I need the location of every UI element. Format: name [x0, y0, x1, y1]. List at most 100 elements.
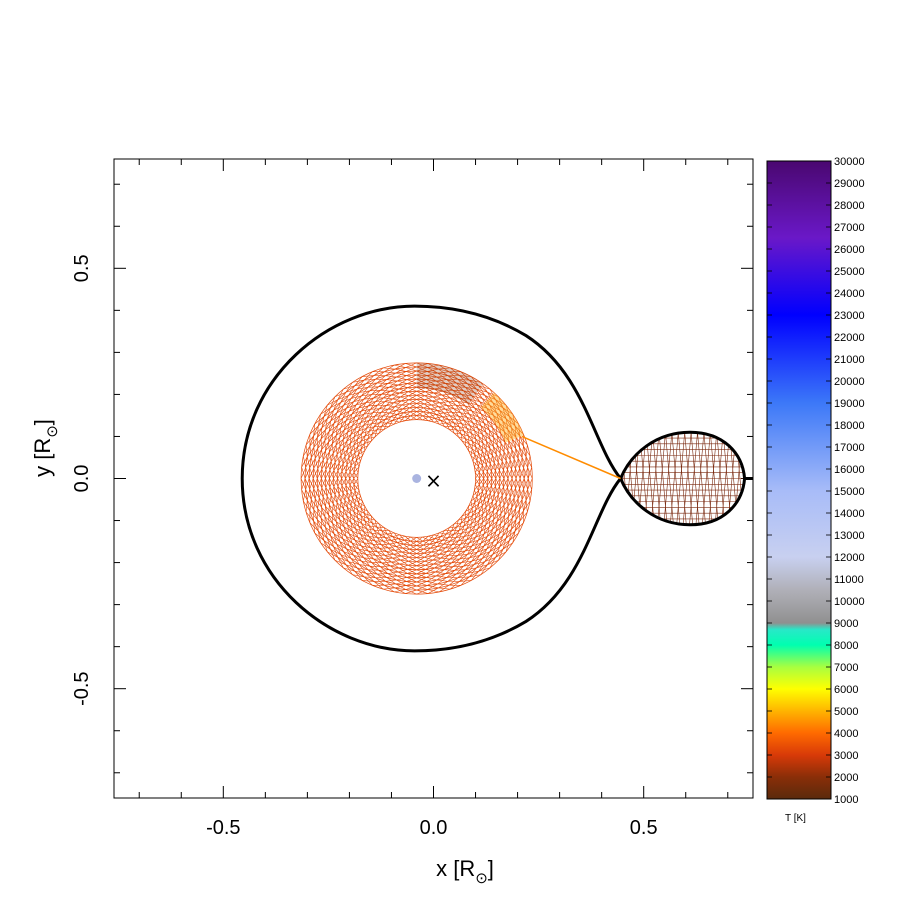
primary-star	[412, 474, 422, 483]
colorbar-label: 24000	[834, 288, 865, 300]
donor-mesh-line	[650, 432, 660, 525]
disk-mesh-line	[404, 537, 418, 595]
y-axis-label: y [R⊙]	[30, 419, 61, 477]
disk-mesh-line	[468, 423, 521, 455]
donor-mesh-line	[658, 432, 668, 525]
donor-mesh-line	[671, 432, 681, 525]
disk-mesh-line	[458, 396, 504, 439]
disk-mesh-line	[449, 382, 489, 431]
colorbar-label: 26000	[834, 244, 865, 256]
disk-mesh-line	[305, 434, 361, 462]
disk-mesh-line	[405, 363, 418, 421]
disk-mesh-line	[428, 534, 451, 590]
x-axis-label: x [R⊙]	[436, 856, 494, 887]
colorbar-label: 8000	[834, 640, 858, 652]
donor-mesh-line	[708, 432, 718, 525]
disk-mesh-line	[415, 536, 429, 594]
donor-mesh-line	[703, 432, 713, 525]
disk-mesh-line	[323, 513, 372, 552]
disk-mesh-line	[474, 484, 533, 502]
donor-mesh-line	[657, 432, 666, 525]
colorbar-label: 15000	[834, 486, 865, 498]
disk-mesh-line	[460, 515, 507, 559]
donor-mesh-line	[663, 432, 673, 525]
donor-mesh-line	[682, 432, 692, 525]
disk-mesh-line	[456, 520, 499, 566]
donor-mesh-line	[690, 432, 700, 525]
disk-mesh-line	[320, 407, 369, 446]
disk-mesh-line	[362, 375, 394, 427]
disk-mesh-line	[327, 398, 373, 442]
disk-mesh-line	[444, 376, 480, 427]
disk-mesh-line	[451, 523, 491, 572]
disk-mesh-line	[303, 484, 360, 502]
disk-mesh-line	[394, 536, 412, 594]
disk-mesh-line	[468, 506, 519, 542]
disk-mesh-line	[422, 535, 440, 593]
colorbar-label: 25000	[834, 266, 865, 278]
y-tick-label: -0.5	[71, 671, 93, 705]
roche-lobe-primary	[240, 304, 623, 653]
x-tick-label: 0.0	[420, 817, 448, 839]
disk-mesh-line	[300, 466, 359, 480]
colorbar-label: 11000	[834, 574, 864, 586]
colorbar-label: 17000	[834, 442, 865, 454]
center-of-mass-marker: ×	[425, 469, 442, 493]
colorbar-label: 19000	[834, 398, 865, 410]
disk-mesh-line	[309, 425, 363, 457]
disk-mesh-line	[317, 507, 368, 543]
disk-mesh-line	[440, 530, 472, 582]
colorbar	[766, 160, 832, 800]
disk-mesh-line	[334, 391, 378, 437]
donor-mesh-line	[652, 432, 661, 525]
disk-mesh-line	[453, 388, 497, 435]
disk-mesh-line	[465, 414, 516, 450]
x-tick-label: -0.5	[206, 817, 240, 839]
donor-mesh-line	[676, 432, 685, 525]
disk-mesh-line	[415, 362, 429, 420]
disk-mesh-line	[472, 444, 528, 467]
disk-mesh-line	[470, 434, 524, 461]
colorbar-label: 5000	[834, 706, 858, 718]
disk-mesh-line	[363, 532, 395, 586]
colorbar-label: 27000	[834, 222, 865, 234]
disk-mesh-line	[470, 500, 524, 532]
disk-mesh-line	[428, 364, 450, 422]
disk-hotspot	[480, 392, 524, 443]
disk-mesh-line	[439, 371, 471, 425]
colorbar-label: 20000	[834, 376, 865, 388]
disk-mesh-line	[329, 518, 376, 561]
disk-mesh-line	[372, 371, 399, 425]
disk-mesh-line	[305, 490, 361, 513]
disk-dark-sector	[416, 362, 483, 405]
colorbar-label: 4000	[834, 728, 858, 740]
disk-mesh-line	[353, 530, 389, 581]
colorbar-title: T [K]	[785, 813, 806, 824]
disk-mesh-line	[445, 527, 481, 578]
y-tick-label: 0.5	[71, 254, 93, 282]
mass-stream	[521, 435, 621, 480]
donor-mesh-line	[721, 432, 730, 525]
colorbar-label: 12000	[834, 552, 865, 564]
disk-mesh-line	[373, 534, 400, 590]
disk-mesh-line	[394, 364, 412, 422]
donor-outline	[618, 430, 747, 527]
colorbar-label: 28000	[834, 200, 865, 212]
donor-mesh-line	[702, 432, 711, 525]
disk-mesh-line	[475, 477, 533, 490]
disk-mesh-line	[313, 502, 365, 534]
donor-mesh-line	[689, 432, 698, 525]
disk-mesh-line	[337, 522, 380, 569]
disk-mesh-line	[475, 477, 533, 491]
colorbar-label: 7000	[834, 662, 858, 674]
donor-mesh-line	[697, 432, 706, 525]
colorbar-label: 22000	[834, 332, 865, 344]
colorbar-label: 6000	[834, 684, 858, 696]
disk-mesh-line	[462, 405, 510, 444]
colorbar-label: 23000	[834, 310, 865, 322]
colorbar-label: 18000	[834, 420, 865, 432]
colorbar-label: 29000	[834, 178, 865, 190]
colorbar-label: 3000	[834, 750, 858, 762]
donor-mesh-line	[677, 432, 687, 525]
